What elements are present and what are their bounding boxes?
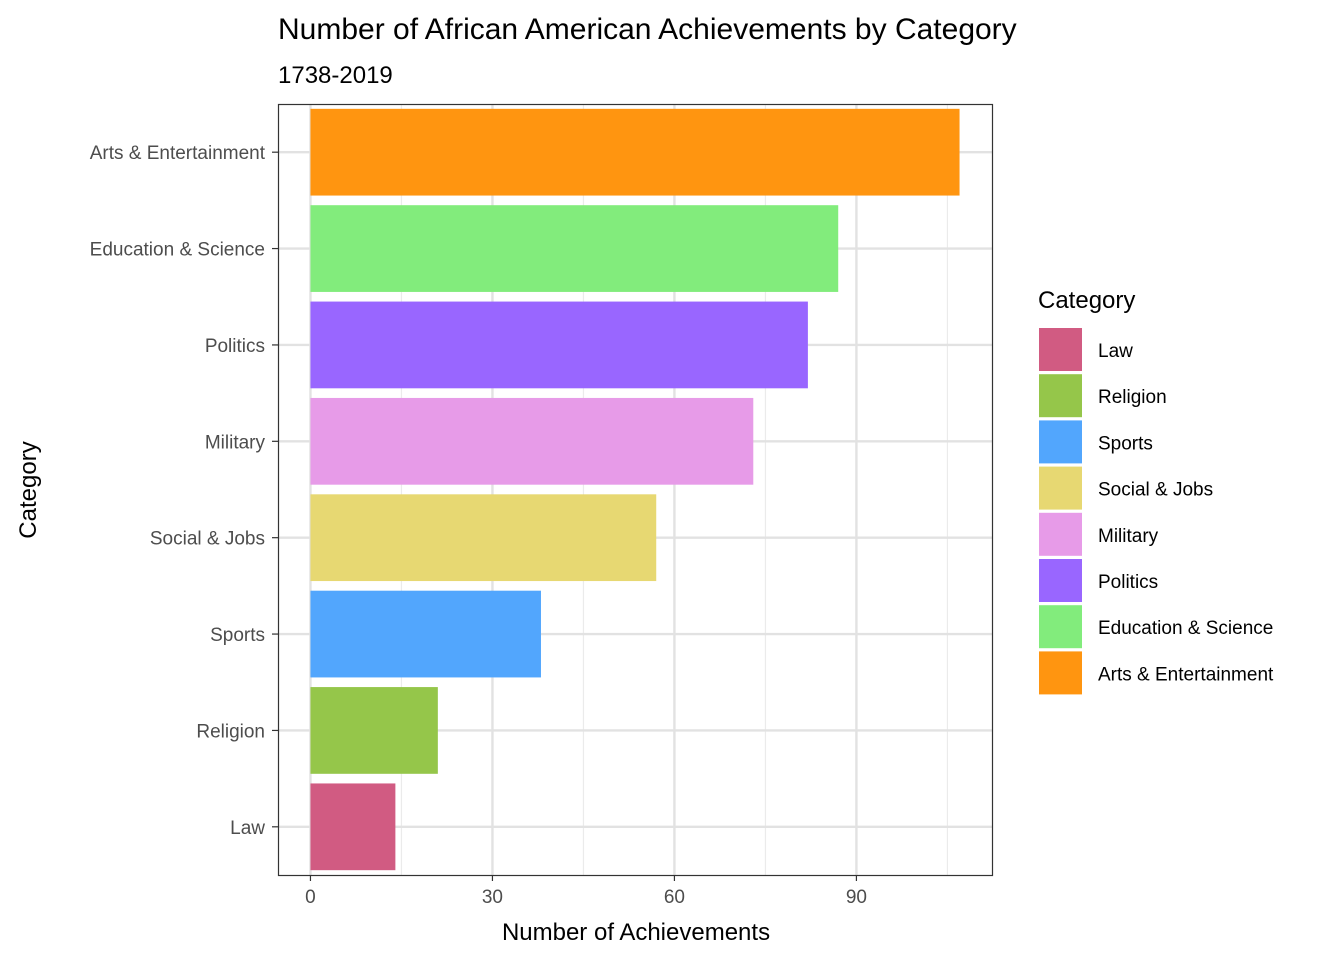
y-tick-label: Education & Science — [90, 240, 265, 261]
y-tick-label: Military — [205, 432, 266, 453]
legend-swatch — [1039, 374, 1082, 418]
bar — [310, 494, 657, 582]
y-tick-label: Social & Jobs — [150, 529, 265, 550]
chart-title: Number of African American Achievements … — [278, 13, 1017, 46]
legend-swatch — [1039, 559, 1082, 602]
legend-label: Religion — [1098, 387, 1167, 408]
legend-label: Military — [1098, 526, 1159, 547]
y-axis-label: Category — [15, 441, 42, 538]
x-axis: 0 30 60 90 — [305, 875, 867, 908]
legend-swatch — [1039, 466, 1082, 510]
x-tick-label: 60 — [664, 887, 685, 908]
legend-label: Law — [1098, 341, 1133, 362]
x-tick-label: 30 — [482, 887, 503, 908]
bar — [310, 397, 754, 485]
legend-title: Category — [1038, 287, 1135, 314]
bar — [310, 108, 960, 196]
legend: Category Law Religion Sports Social & Jobs M… — [1038, 287, 1274, 695]
legend-label: Education & Science — [1098, 618, 1273, 639]
y-axis: Law Religion Sports Social & Jobs Military Po… — [90, 143, 278, 839]
x-axis-label: Number of Achievements — [502, 919, 770, 946]
x-tick-label: 90 — [846, 887, 867, 908]
legend-swatch — [1039, 651, 1082, 695]
legend-label: Arts & Entertainment — [1098, 664, 1274, 685]
legend-swatch — [1039, 605, 1082, 649]
y-tick-label: Religion — [196, 721, 265, 742]
legend-label: Sports — [1098, 433, 1153, 454]
legend-label: Politics — [1098, 572, 1158, 593]
x-tick-label: 0 — [305, 887, 316, 908]
bars — [310, 108, 960, 871]
y-tick-label: Politics — [205, 336, 265, 357]
bar — [310, 590, 541, 678]
bar — [310, 783, 396, 871]
y-tick-label: Law — [230, 818, 265, 839]
chart-subtitle: 1738-2019 — [278, 62, 393, 89]
legend-swatch — [1039, 328, 1082, 371]
bar — [310, 205, 839, 292]
legend-swatch — [1039, 420, 1082, 464]
legend-label: Social & Jobs — [1098, 480, 1213, 501]
y-tick-label: Arts & Entertainment — [90, 143, 266, 164]
bar — [310, 301, 808, 389]
plot-panel-border — [277, 103, 994, 877]
y-tick-label: Sports — [210, 625, 265, 646]
legend-swatch — [1039, 512, 1082, 556]
bar — [310, 687, 438, 774]
